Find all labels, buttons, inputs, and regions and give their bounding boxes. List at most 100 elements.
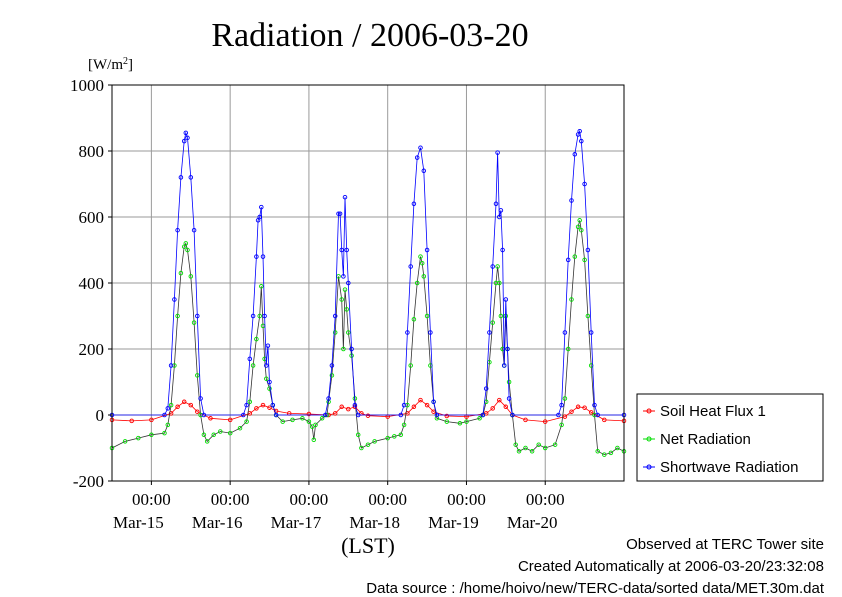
y-tick-label: 800 — [79, 142, 105, 161]
data-point — [267, 386, 272, 391]
data-point — [562, 330, 568, 335]
data-point — [349, 346, 354, 352]
data-point — [408, 264, 413, 269]
data-point — [191, 320, 197, 325]
data-point — [500, 247, 505, 253]
data-point — [424, 313, 430, 319]
data-point — [608, 450, 614, 456]
data-point — [175, 313, 180, 319]
data-point — [260, 402, 266, 408]
x-tick-label: 00:00 — [290, 490, 329, 509]
data-point — [247, 399, 253, 405]
data-point — [602, 452, 607, 457]
data-point — [495, 150, 500, 155]
data-point — [122, 439, 128, 444]
data-point — [577, 128, 582, 134]
footer-observed: Observed at TERC Tower site — [626, 536, 824, 553]
data-point — [565, 257, 571, 263]
data-point — [329, 373, 335, 378]
data-point — [444, 413, 450, 419]
data-point — [513, 442, 518, 447]
data-point — [183, 130, 189, 136]
data-point — [181, 399, 187, 405]
data-point — [385, 435, 390, 441]
data-point — [405, 411, 410, 416]
data-point — [172, 297, 177, 302]
data-point — [168, 363, 174, 368]
data-point — [490, 264, 495, 269]
legend-marker — [646, 464, 652, 470]
x-axis-label: (LST) — [341, 533, 395, 558]
data-point — [487, 330, 492, 335]
data-point — [218, 429, 223, 434]
data-point — [562, 396, 568, 401]
x-date-label: Mar-20 — [507, 513, 558, 532]
data-point — [523, 417, 528, 423]
y-tick-label: 600 — [79, 208, 105, 227]
data-point — [411, 404, 417, 410]
series-line-shortwave-radiation — [112, 129, 624, 416]
data-point — [365, 442, 371, 447]
data-point — [195, 313, 200, 319]
data-point — [595, 412, 600, 418]
data-point — [434, 412, 440, 418]
y-tick-label: 400 — [79, 274, 105, 293]
legend-label: Shortwave Radiation — [660, 459, 798, 476]
data-point — [483, 386, 489, 391]
data-point — [542, 445, 548, 451]
data-point — [493, 201, 499, 207]
data-point — [339, 404, 344, 410]
data-point — [211, 432, 216, 438]
data-point — [267, 379, 272, 385]
data-point — [306, 411, 312, 417]
data-point — [503, 297, 509, 302]
y-tick-label: 0 — [96, 406, 105, 425]
data-point — [498, 313, 504, 319]
data-point — [259, 204, 264, 210]
data-point — [418, 397, 423, 403]
data-point — [181, 138, 187, 144]
x-date-label: Mar-17 — [271, 513, 322, 532]
legend-marker — [646, 408, 652, 414]
data-point — [346, 406, 351, 412]
data-point — [309, 424, 315, 429]
x-axis: 00:00 Mar-15 00:00 Mar-16 00:00 Mar-17 00:00 Ma… — [113, 481, 565, 532]
data-point — [270, 402, 276, 408]
data-point — [244, 419, 249, 424]
data-point — [273, 412, 279, 418]
data-point — [254, 254, 259, 259]
data-point — [516, 449, 522, 454]
y-tick-label: -200 — [73, 472, 104, 491]
chart-title: Radiation / 2006-03-20 — [211, 17, 528, 54]
x-date-label: Mar-18 — [349, 513, 400, 532]
plot-area — [109, 128, 627, 457]
data-point — [405, 330, 410, 335]
data-point — [365, 413, 371, 418]
data-point — [342, 287, 348, 292]
data-point — [257, 313, 262, 319]
data-point — [498, 208, 504, 213]
data-point — [572, 254, 578, 259]
legend-item: Net Radiation — [643, 431, 751, 448]
data-point — [569, 409, 574, 414]
series-shortwave-radiation — [109, 128, 627, 418]
data-point — [506, 379, 512, 385]
data-point — [178, 175, 184, 180]
data-point — [323, 412, 328, 418]
data-point — [575, 224, 581, 230]
x-tick-label: 00:00 — [447, 490, 486, 509]
y-tick-label: 200 — [79, 340, 105, 359]
data-point — [168, 402, 174, 408]
data-point — [178, 270, 184, 276]
data-point — [615, 445, 620, 451]
data-point — [250, 313, 256, 319]
data-point — [408, 363, 413, 368]
data-point — [227, 430, 233, 436]
data-point — [185, 135, 190, 141]
data-point — [572, 152, 578, 157]
data-point — [346, 330, 351, 335]
data-point — [582, 405, 587, 410]
data-point — [444, 419, 450, 424]
data-point — [332, 330, 338, 335]
data-point — [237, 425, 243, 431]
